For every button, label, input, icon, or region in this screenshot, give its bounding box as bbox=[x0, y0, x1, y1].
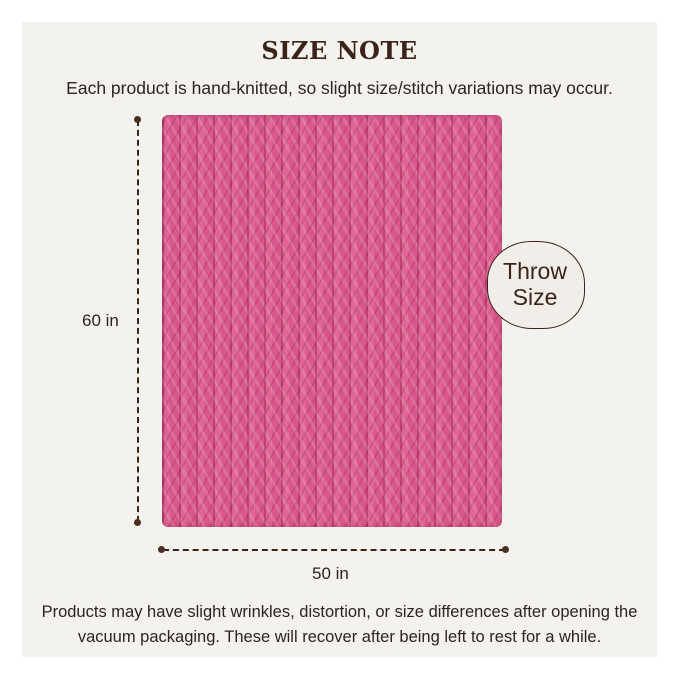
packaging-note: Products may have slight wrinkles, disto… bbox=[0, 600, 679, 650]
height-dimension-line bbox=[137, 120, 139, 522]
subtitle: Each product is hand-knitted, so slight … bbox=[66, 78, 613, 98]
page-title: SIZE NOTE bbox=[261, 36, 418, 65]
note-line: Products may have slight wrinkles, disto… bbox=[41, 603, 638, 621]
dimension-endpoint bbox=[158, 546, 165, 553]
height-label: 60 in bbox=[82, 311, 119, 330]
badge-line: Size bbox=[512, 284, 558, 310]
size-badge bbox=[487, 241, 585, 329]
knit-blanket-image bbox=[162, 115, 502, 527]
dimension-endpoint bbox=[134, 519, 141, 526]
note-line: vacuum packaging. These will recover aft… bbox=[77, 628, 602, 646]
dimension-endpoint bbox=[502, 546, 509, 553]
badge-line: Throw bbox=[503, 258, 567, 284]
width-dimension-line bbox=[163, 549, 505, 551]
size-badge-text: Throw Size bbox=[487, 258, 583, 310]
dimension-endpoint bbox=[134, 116, 141, 123]
width-label: 50 in bbox=[312, 564, 349, 583]
